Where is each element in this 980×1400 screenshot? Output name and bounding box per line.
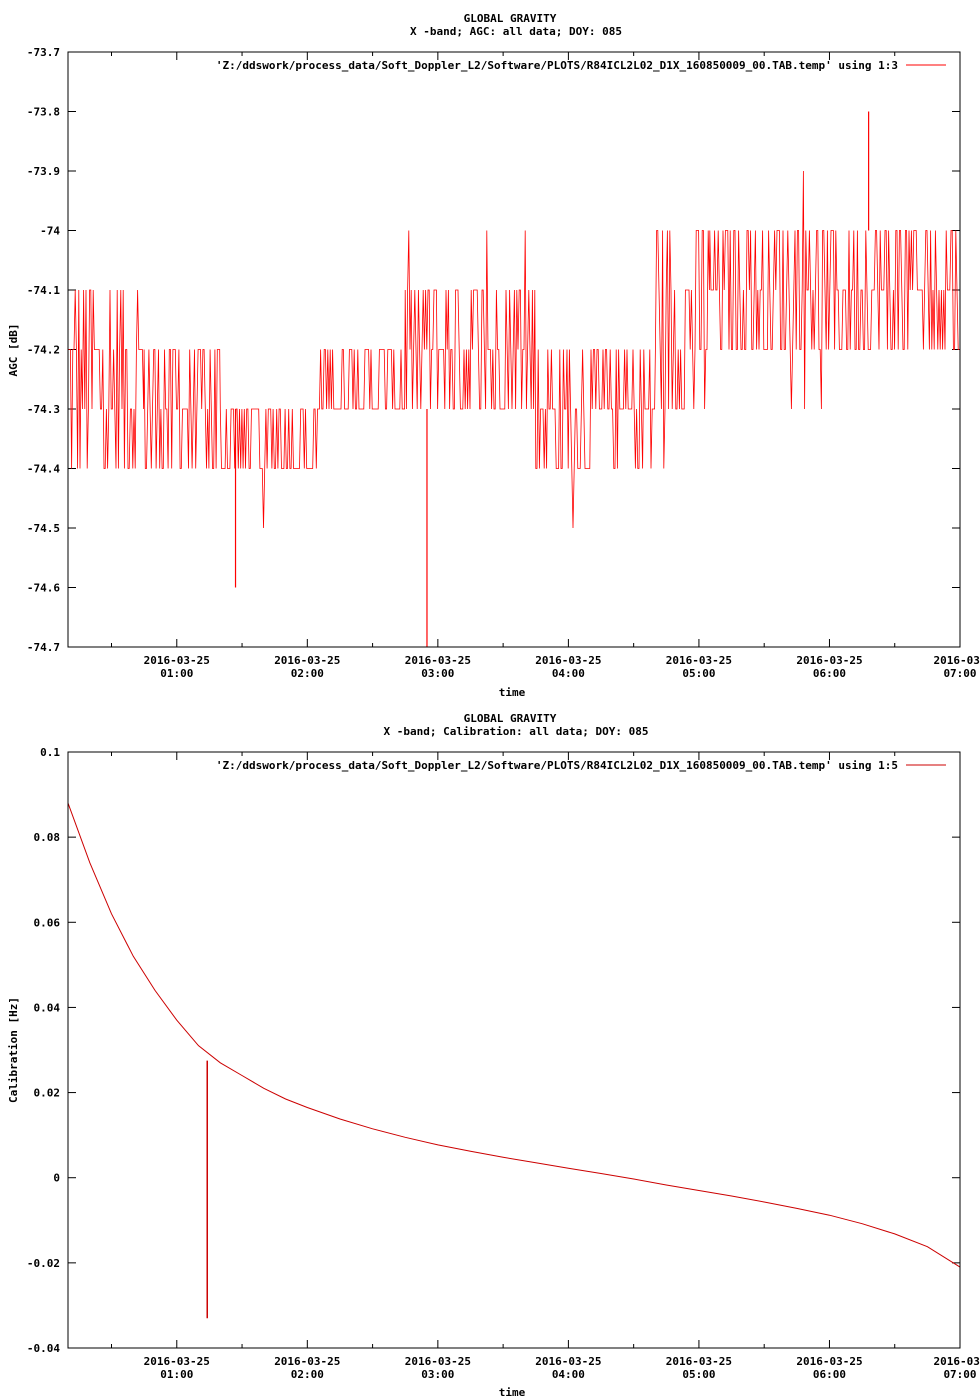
x-tick-time-label: 03:00 bbox=[421, 1368, 454, 1381]
agc-chart: GLOBAL GRAVITY X -band; AGC: all data; D… bbox=[7, 12, 980, 699]
cal-legend-label: 'Z:/ddswork/process_data/Soft_Doppler_L2… bbox=[216, 759, 898, 772]
y-tick-label: -74.2 bbox=[27, 344, 60, 357]
x-tick-date-label: 2016-03-25 bbox=[274, 654, 340, 667]
agc-y-axis-label: AGC [dB] bbox=[7, 324, 20, 377]
x-tick-time-label: 04:00 bbox=[552, 1368, 585, 1381]
x-tick-time-label: 02:00 bbox=[291, 1368, 324, 1381]
x-tick-date-label: 2016-03-25 bbox=[666, 1355, 732, 1368]
x-tick-time-label: 02:00 bbox=[291, 667, 324, 680]
cal-y-axis-label: Calibration [Hz] bbox=[7, 997, 20, 1103]
y-tick-label: 0.02 bbox=[34, 1087, 61, 1100]
cal-plot-frame bbox=[67, 751, 961, 1349]
y-tick-label: -74.7 bbox=[27, 641, 60, 654]
y-tick-label: 0.1 bbox=[40, 746, 60, 759]
agc-legend-label: 'Z:/ddswork/process_data/Soft_Doppler_L2… bbox=[216, 59, 898, 72]
y-tick-label: -74.1 bbox=[27, 284, 60, 297]
y-tick-label: -73.8 bbox=[27, 106, 60, 119]
cal-x-axis-label: time bbox=[499, 1386, 526, 1399]
x-tick-date-label: 2016-03-25 bbox=[666, 654, 732, 667]
x-tick-time-label: 01:00 bbox=[160, 1368, 193, 1381]
x-tick-date-label: 2016-03-25 bbox=[796, 654, 862, 667]
y-tick-label: -74.6 bbox=[27, 582, 60, 595]
agc-series-line bbox=[68, 170, 960, 529]
cal-axis-ticks: 0.1 0.08 0.06 0.04 0.02 0 -0.02 -0.04 2016-03-25… bbox=[27, 746, 980, 1381]
agc-chart-subtitle: X -band; AGC: all data; DOY: 085 bbox=[410, 25, 622, 38]
x-tick-date-label: 2016-03-25 bbox=[535, 654, 601, 667]
y-tick-label: 0 bbox=[53, 1172, 60, 1185]
x-tick-date-label: 2016-03-25 bbox=[144, 1355, 210, 1368]
y-tick-label: 0.04 bbox=[34, 1001, 61, 1014]
cal-chart-subtitle: X -band; Calibration: all data; DOY: 085 bbox=[384, 725, 649, 738]
y-tick-label: -74 bbox=[40, 225, 60, 238]
x-tick-time-label: 05:00 bbox=[682, 1368, 715, 1381]
cal-series-line bbox=[67, 802, 961, 1268]
cal-series-plot bbox=[67, 802, 961, 1319]
y-tick-label: -74.3 bbox=[27, 403, 60, 416]
y-tick-label: 0.08 bbox=[34, 831, 61, 844]
y-tick-label: -74.4 bbox=[27, 463, 60, 476]
agc-axis-ticks: -73.7 -73.8 -73.9 -74 -74.1 -74.2 -74.3 -74.4 -7… bbox=[27, 46, 980, 680]
x-tick-time-label: 04:00 bbox=[552, 667, 585, 680]
x-tick-date-label: 2016-03-25 bbox=[535, 1355, 601, 1368]
x-tick-time-label: 05:00 bbox=[682, 667, 715, 680]
x-tick-date-label: 2016-03-25 bbox=[405, 654, 471, 667]
cal-chart-title: GLOBAL GRAVITY bbox=[464, 712, 557, 725]
x-tick-date-label: 2016-03-25 bbox=[144, 654, 210, 667]
y-tick-label: 0.06 bbox=[34, 916, 61, 929]
agc-x-axis-label: time bbox=[499, 686, 526, 699]
x-tick-time-label: 01:00 bbox=[160, 667, 193, 680]
agc-chart-title: GLOBAL GRAVITY bbox=[464, 12, 557, 25]
y-tick-label: -73.7 bbox=[27, 46, 60, 59]
x-tick-date-label: 2016-03-25 bbox=[274, 1355, 340, 1368]
agc-plot-frame bbox=[67, 51, 961, 648]
y-tick-label: -74.5 bbox=[27, 522, 60, 535]
x-tick-date-label: 2016-03- bbox=[934, 654, 980, 667]
y-tick-label: -0.04 bbox=[27, 1342, 60, 1355]
y-tick-label: -73.9 bbox=[27, 165, 60, 178]
x-tick-date-label: 2016-03- bbox=[934, 1355, 980, 1368]
agc-series-plot bbox=[68, 111, 960, 647]
x-tick-date-label: 2016-03-25 bbox=[405, 1355, 471, 1368]
x-tick-time-label: 07:00 bbox=[943, 1368, 976, 1381]
x-tick-time-label: 06:00 bbox=[813, 667, 846, 680]
x-tick-time-label: 03:00 bbox=[421, 667, 454, 680]
calibration-chart: GLOBAL GRAVITY X -band; Calibration: all… bbox=[7, 712, 980, 1399]
y-tick-label: -0.02 bbox=[27, 1257, 60, 1270]
x-tick-time-label: 07:00 bbox=[943, 667, 976, 680]
x-tick-date-label: 2016-03-25 bbox=[796, 1355, 862, 1368]
x-tick-time-label: 06:00 bbox=[813, 1368, 846, 1381]
